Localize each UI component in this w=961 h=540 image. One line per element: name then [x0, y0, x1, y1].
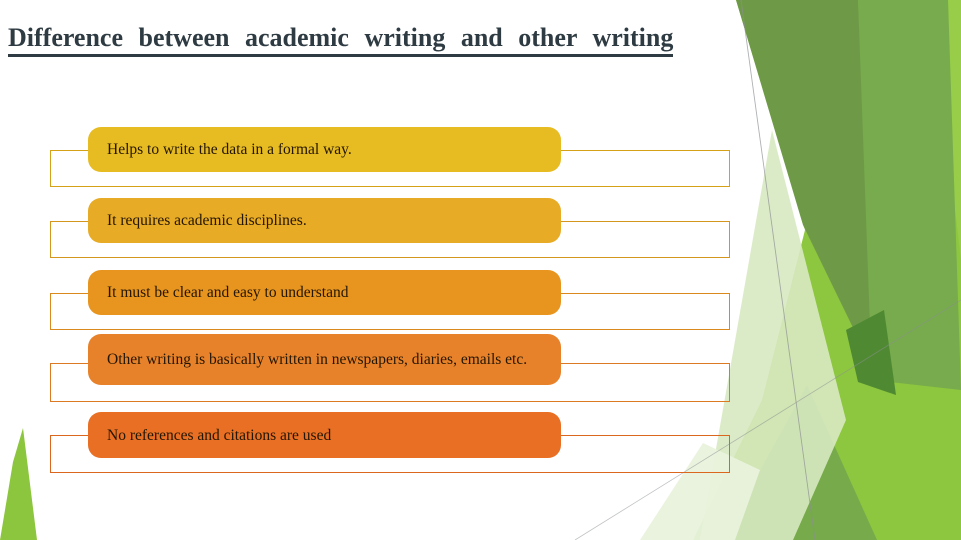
list-item-box: It must be clear and easy to understand [88, 270, 561, 315]
list-item-text: Other writing is basically written in ne… [107, 351, 528, 368]
list-item-text: Helps to write the data in a formal way. [107, 141, 352, 158]
list-item-box: Other writing is basically written in ne… [88, 334, 561, 385]
slide-title: Difference between academic writing and … [8, 23, 674, 57]
list-item-box: No references and citations are used [88, 412, 561, 458]
list-item-text: It must be clear and easy to understand [107, 284, 349, 301]
list-item-text: It requires academic disciplines. [107, 212, 307, 229]
list-item-box: Helps to write the data in a formal way. [88, 127, 561, 172]
list-item-box: It requires academic disciplines. [88, 198, 561, 243]
list-item-text: No references and citations are used [107, 426, 332, 444]
